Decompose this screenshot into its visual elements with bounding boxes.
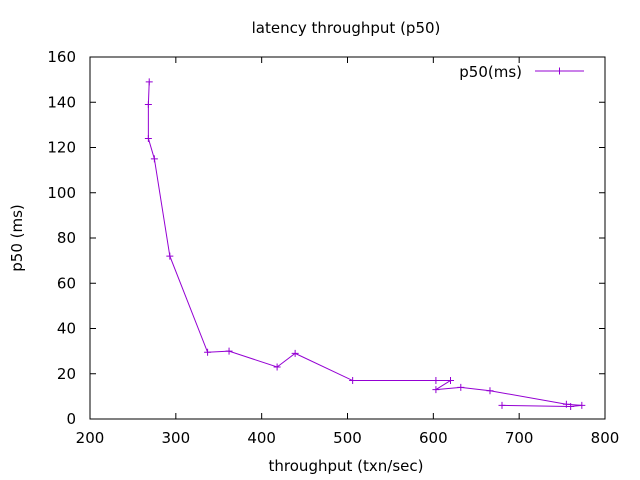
- data-point-marker: [349, 377, 357, 385]
- data-point-marker: [204, 348, 212, 356]
- x-tick-label: 800: [591, 429, 620, 447]
- data-point-marker: [562, 400, 570, 408]
- y-tick-label: 60: [57, 274, 76, 292]
- chart-title: latency throughput (p50): [252, 19, 441, 37]
- data-point-marker: [144, 134, 152, 142]
- y-tick-label: 20: [57, 365, 76, 383]
- data-point-marker: [145, 78, 153, 86]
- y-tick-label: 160: [47, 48, 76, 66]
- y-tick-label: 120: [47, 139, 76, 157]
- x-tick-label: 500: [333, 429, 362, 447]
- data-point-marker: [457, 383, 465, 391]
- y-tick-label: 80: [57, 229, 76, 247]
- series-layer: [144, 78, 586, 411]
- data-point-marker: [273, 363, 281, 371]
- data-point-marker: [432, 377, 440, 385]
- data-point-marker: [567, 403, 575, 411]
- y-axis-label: p50 (ms): [8, 204, 26, 272]
- y-tick-label: 0: [66, 410, 76, 428]
- x-axis-label: throughput (txn/sec): [269, 457, 424, 475]
- x-tick-label: 400: [247, 429, 276, 447]
- x-tick-label: 200: [76, 429, 105, 447]
- x-tick-label: 600: [419, 429, 448, 447]
- data-point-marker: [498, 401, 506, 409]
- y-tick-label: 100: [47, 184, 76, 202]
- y-axis-ticks: 0 20 40 60 80 100 120 140 160: [47, 48, 605, 428]
- data-point-marker: [150, 155, 158, 163]
- data-point-marker: [166, 252, 174, 260]
- y-tick-label: 40: [57, 320, 76, 338]
- data-point-marker: [578, 401, 586, 409]
- data-point-marker: [486, 387, 494, 395]
- legend-series-label: p50(ms): [459, 63, 522, 81]
- data-point-marker: [291, 349, 299, 357]
- data-point-marker: [144, 101, 152, 109]
- legend: p50(ms): [459, 63, 584, 81]
- x-tick-label: 700: [505, 429, 534, 447]
- x-tick-label: 300: [162, 429, 191, 447]
- legend-series-marker: [556, 67, 563, 75]
- x-axis-ticks: 200 300 400 500 600 700 800: [76, 57, 620, 447]
- y-tick-label: 140: [47, 93, 76, 111]
- data-point-marker: [447, 377, 454, 385]
- data-point-marker: [225, 347, 233, 355]
- data-point-marker: [432, 386, 440, 394]
